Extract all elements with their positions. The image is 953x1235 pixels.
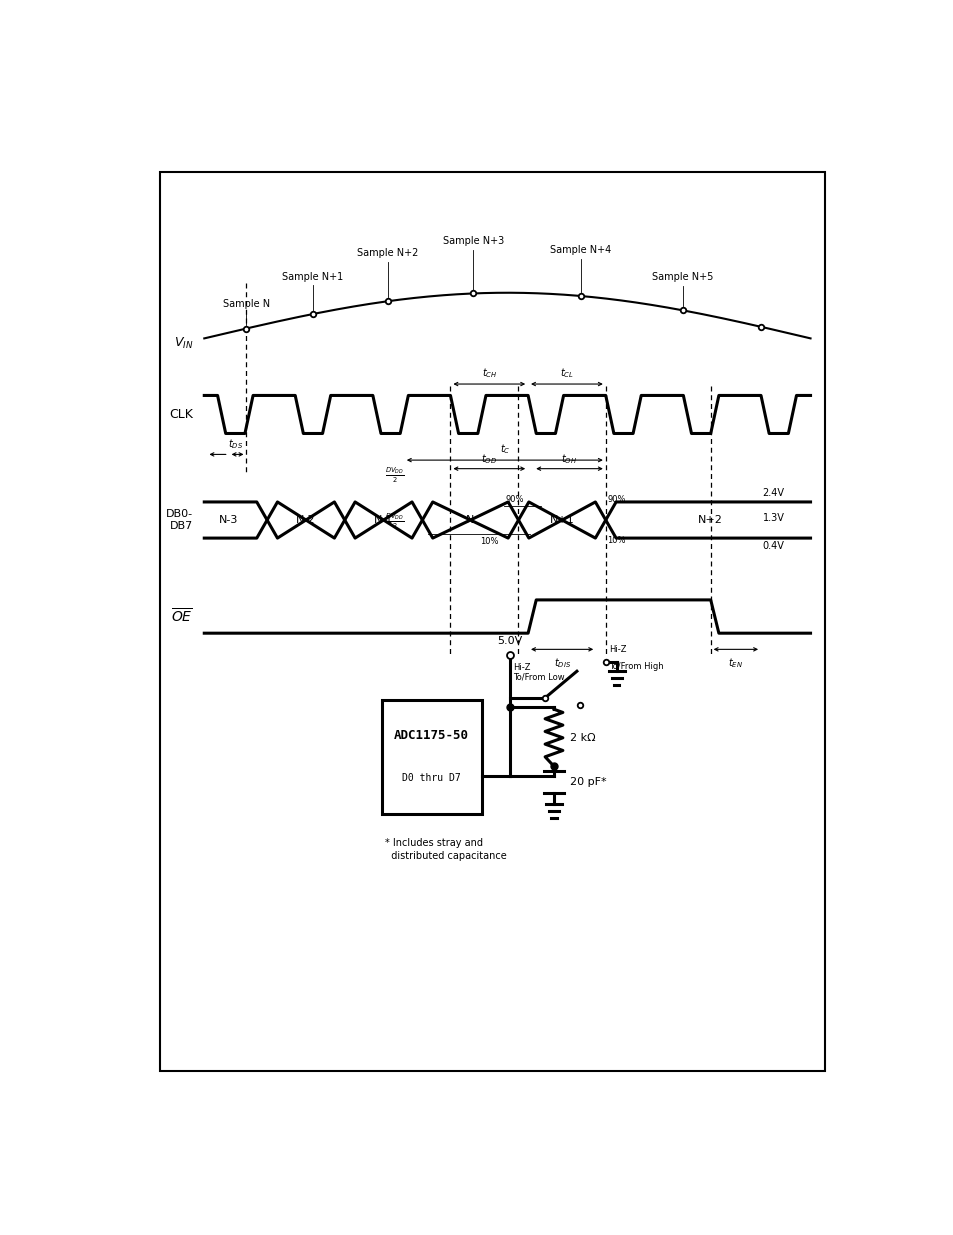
Text: 2.4V: 2.4V [761, 488, 783, 498]
Text: N-2: N-2 [295, 515, 315, 525]
Text: Sample N+3: Sample N+3 [442, 236, 503, 246]
Text: To/From Low: To/From Low [513, 672, 564, 682]
Text: 90%: 90% [505, 495, 523, 504]
Text: To/From High: To/From High [609, 662, 663, 671]
Text: $t_{C}$: $t_{C}$ [499, 442, 510, 456]
Text: $t_{OD}$: $t_{OD}$ [480, 452, 497, 466]
Text: ADC1175-50: ADC1175-50 [394, 730, 469, 742]
Text: Sample N: Sample N [223, 299, 270, 310]
Text: 10%: 10% [606, 536, 625, 546]
Text: 20 pF*: 20 pF* [570, 777, 606, 787]
Text: 90%: 90% [606, 495, 625, 504]
Text: $t_{DIS}$: $t_{DIS}$ [553, 656, 570, 669]
Text: N+1: N+1 [549, 515, 574, 525]
Text: Sample N+4: Sample N+4 [549, 245, 611, 256]
Text: $t_{EN}$: $t_{EN}$ [727, 656, 742, 669]
Text: Sample N+2: Sample N+2 [356, 248, 417, 258]
Text: 10%: 10% [479, 537, 497, 546]
Text: $t_{DS}$: $t_{DS}$ [229, 437, 243, 451]
Text: Hi-Z: Hi-Z [513, 663, 530, 672]
Text: $t_{CL}$: $t_{CL}$ [559, 367, 574, 380]
Text: 2 kΩ: 2 kΩ [570, 732, 596, 742]
Text: DB0-
DB7: DB0- DB7 [166, 509, 193, 531]
Text: $V_{IN}$: $V_{IN}$ [173, 336, 193, 351]
Text: $\overline{OE}$: $\overline{OE}$ [172, 608, 193, 626]
Text: Sample N+1: Sample N+1 [282, 272, 343, 282]
Text: Hi-Z: Hi-Z [609, 645, 626, 655]
Text: N-1: N-1 [374, 515, 393, 525]
Text: * Includes stray and
  distributed capacitance: * Includes stray and distributed capacit… [385, 837, 507, 861]
Text: D0 thru D7: D0 thru D7 [402, 773, 460, 783]
Text: Sample N+5: Sample N+5 [651, 272, 713, 282]
Text: $\frac{DV_{DD}}{2}$: $\frac{DV_{DD}}{2}$ [385, 511, 404, 531]
Text: 5.0V: 5.0V [497, 636, 521, 646]
Text: $t_{OH}$: $t_{OH}$ [561, 452, 577, 466]
Text: 0.4V: 0.4V [761, 541, 783, 551]
Text: CLK: CLK [169, 408, 193, 421]
Text: N+2: N+2 [697, 515, 721, 525]
Text: $\frac{DV_{DD}}{2}$: $\frac{DV_{DD}}{2}$ [385, 466, 404, 485]
Text: N: N [466, 515, 475, 525]
Bar [381, 700, 481, 814]
Text: 1.3V: 1.3V [761, 513, 783, 524]
Text: $t_{CH}$: $t_{CH}$ [481, 367, 497, 380]
Text: N-3: N-3 [218, 515, 237, 525]
